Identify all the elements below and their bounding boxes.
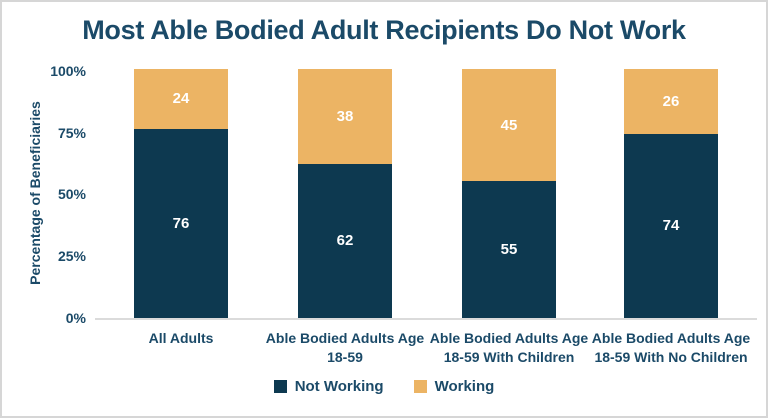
- legend-item-not-working: Not Working: [273, 378, 384, 395]
- bar-value-label: 74: [662, 217, 680, 235]
- x-axis-label: All Adults: [148, 330, 214, 346]
- y-tick-25: 25%: [57, 248, 86, 264]
- y-tick-75: 75%: [57, 125, 86, 141]
- bar-segment-working: 38: [298, 69, 392, 164]
- bar-segment-working: 45: [462, 69, 556, 182]
- legend-label: Not Working: [294, 378, 384, 395]
- legend-label: Working: [434, 378, 495, 395]
- bar-value-label: 76: [172, 214, 190, 232]
- y-tick-50: 50%: [57, 186, 86, 202]
- bar-segment-working: 26: [624, 69, 718, 134]
- legend-swatch-not-working: [273, 380, 287, 393]
- legend-swatch-working: [413, 380, 427, 393]
- bar: 26 74: [624, 69, 718, 318]
- plot-area: 24 76 38 62 45 55 26: [95, 69, 757, 320]
- bar-value-label: 62: [336, 232, 354, 250]
- bar-segment-not-working: 74: [624, 133, 718, 318]
- y-tick-0: 0%: [65, 310, 86, 326]
- bar-value-label: 24: [172, 90, 190, 108]
- bar-segment-not-working: 55: [462, 181, 556, 318]
- bar-segment-not-working: 62: [298, 163, 392, 318]
- bar-segment-not-working: 76: [134, 128, 228, 318]
- bar-value-label: 38: [336, 107, 354, 125]
- bar: 45 55: [462, 69, 556, 318]
- bar-value-label: 45: [500, 116, 518, 134]
- bar: 24 76: [134, 69, 228, 318]
- x-axis-label: Able Bodied Adults Age 18-59 With Childr…: [429, 330, 589, 365]
- bar-value-label: 55: [500, 241, 518, 259]
- legend: Not Working Working: [2, 378, 766, 395]
- x-axis-label: Able Bodied Adults Age 18-59: [265, 330, 425, 365]
- bar-segment-working: 24: [134, 69, 228, 129]
- legend-item-working: Working: [413, 378, 495, 395]
- x-axis-label: Able Bodied Adults Age 18-59 With No Chi…: [591, 330, 751, 365]
- bar-value-label: 26: [662, 92, 680, 110]
- y-tick-100: 100%: [50, 63, 86, 79]
- chart-title: Most Able Bodied Adult Recipients Do Not…: [82, 15, 686, 45]
- bar: 38 62: [298, 69, 392, 318]
